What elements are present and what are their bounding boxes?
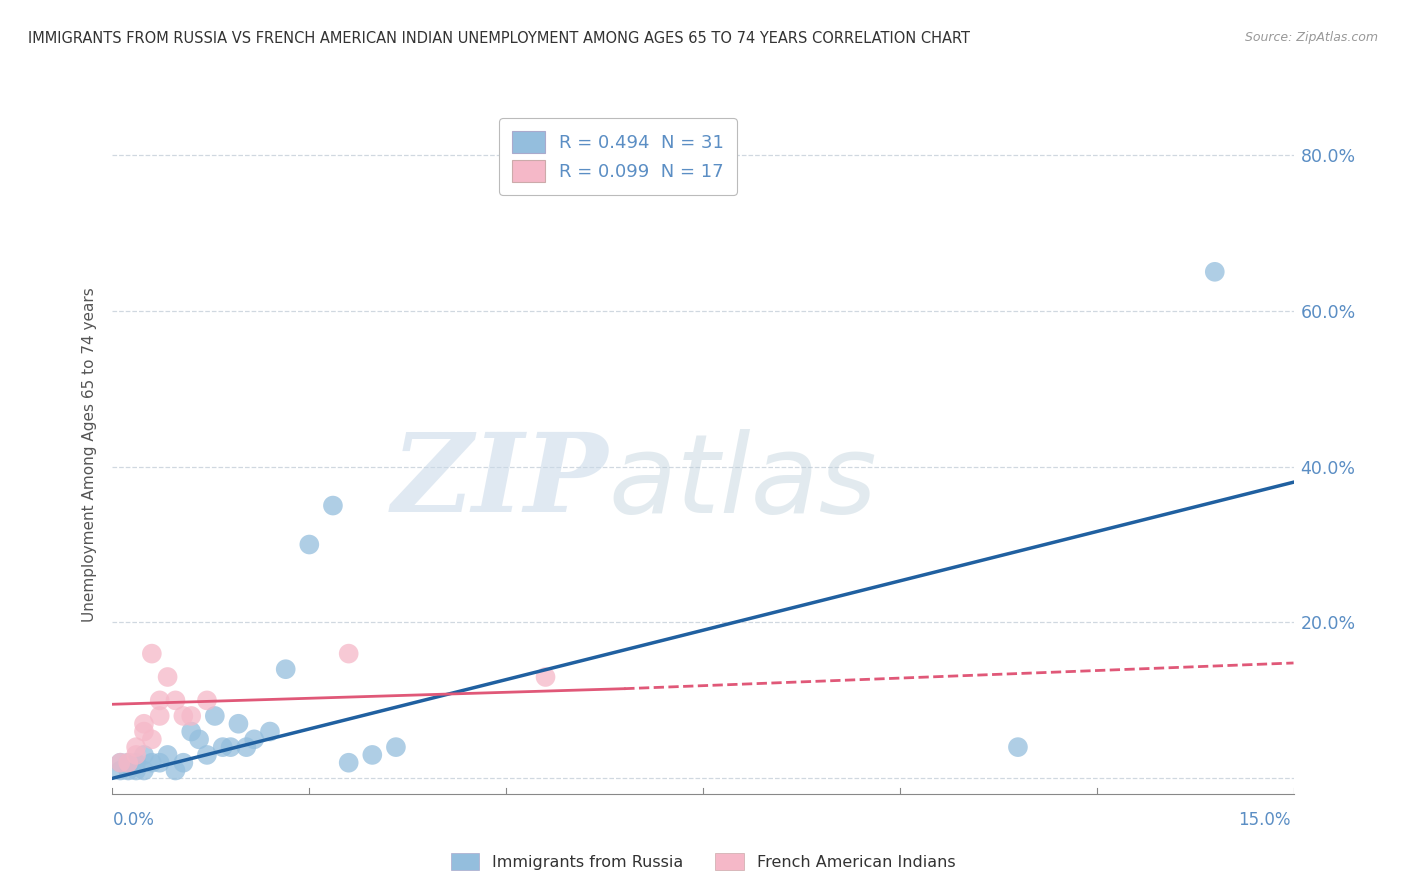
Point	[534, 670, 557, 684]
Point	[125, 764, 148, 778]
Point	[172, 709, 194, 723]
Point	[110, 764, 132, 778]
Point	[1204, 265, 1226, 279]
Point	[132, 716, 155, 731]
Point	[141, 647, 163, 661]
Point	[385, 740, 408, 755]
Point	[165, 764, 187, 778]
Point	[172, 756, 194, 770]
Legend: R = 0.494  N = 31, R = 0.099  N = 17: R = 0.494 N = 31, R = 0.099 N = 17	[499, 119, 737, 194]
Point	[337, 756, 360, 770]
Text: Source: ZipAtlas.com: Source: ZipAtlas.com	[1244, 31, 1378, 45]
Point	[211, 740, 233, 755]
Point	[125, 756, 148, 770]
Point	[132, 764, 155, 778]
Point	[125, 740, 148, 755]
Point	[110, 756, 132, 770]
Point	[125, 747, 148, 762]
Point	[110, 756, 132, 770]
Point	[243, 732, 266, 747]
Point	[188, 732, 211, 747]
Point	[117, 756, 139, 770]
Point	[149, 709, 172, 723]
Point	[180, 709, 202, 723]
Point	[219, 740, 242, 755]
Point	[274, 662, 297, 676]
Text: atlas: atlas	[609, 428, 877, 535]
Point	[156, 670, 179, 684]
Point	[361, 747, 384, 762]
Point	[195, 693, 218, 707]
Text: ZIP: ZIP	[392, 428, 609, 536]
Point	[322, 499, 344, 513]
Point	[298, 537, 321, 551]
Point	[1007, 740, 1029, 755]
Point	[141, 732, 163, 747]
Point	[165, 693, 187, 707]
Point	[259, 724, 281, 739]
Point	[195, 747, 218, 762]
Point	[337, 647, 360, 661]
Point	[132, 724, 155, 739]
Point	[132, 747, 155, 762]
Text: 0.0%: 0.0%	[112, 811, 155, 829]
Point	[156, 747, 179, 762]
Point	[117, 764, 139, 778]
Text: IMMIGRANTS FROM RUSSIA VS FRENCH AMERICAN INDIAN UNEMPLOYMENT AMONG AGES 65 TO 7: IMMIGRANTS FROM RUSSIA VS FRENCH AMERICA…	[28, 31, 970, 46]
Point	[149, 756, 172, 770]
Y-axis label: Unemployment Among Ages 65 to 74 years: Unemployment Among Ages 65 to 74 years	[82, 287, 97, 623]
Point	[117, 756, 139, 770]
Point	[204, 709, 226, 723]
Point	[228, 716, 250, 731]
Point	[235, 740, 257, 755]
Text: 15.0%: 15.0%	[1239, 811, 1291, 829]
Point	[149, 693, 172, 707]
Legend: Immigrants from Russia, French American Indians: Immigrants from Russia, French American …	[444, 847, 962, 877]
Point	[180, 724, 202, 739]
Point	[141, 756, 163, 770]
